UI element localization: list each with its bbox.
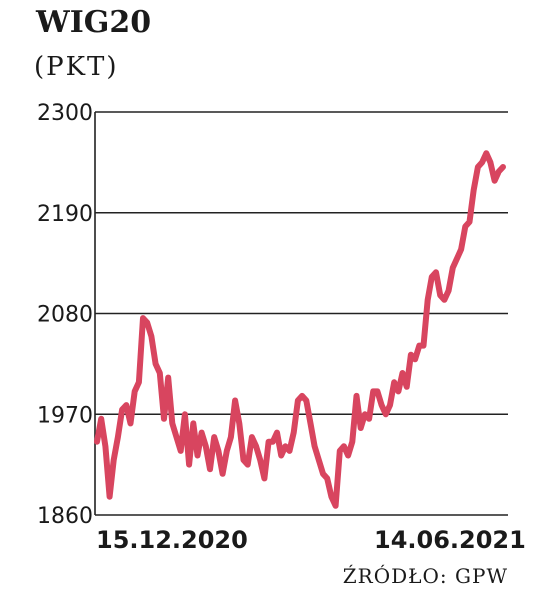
y-tick-label-2300: 2300 <box>37 101 93 126</box>
x-tick-label-end: 14.06.2021 <box>374 526 526 554</box>
chart-unit-label: (PKT) <box>34 52 119 82</box>
x-tick-label-start: 15.12.2020 <box>96 526 248 554</box>
source-label: ŹRÓDŁO: GPW <box>343 563 508 588</box>
y-tick-label-1860: 1860 <box>37 504 93 529</box>
gridlines <box>95 111 508 516</box>
y-tick-label-1970: 1970 <box>37 403 93 428</box>
y-tick-label-2080: 2080 <box>37 303 93 328</box>
y-tick-label-2190: 2190 <box>37 202 93 227</box>
y-axis-ticks: 1860 1970 2080 2190 2300 <box>37 101 93 529</box>
series-line-wig20 <box>94 150 506 509</box>
chart-title: WIG20 <box>35 5 151 40</box>
